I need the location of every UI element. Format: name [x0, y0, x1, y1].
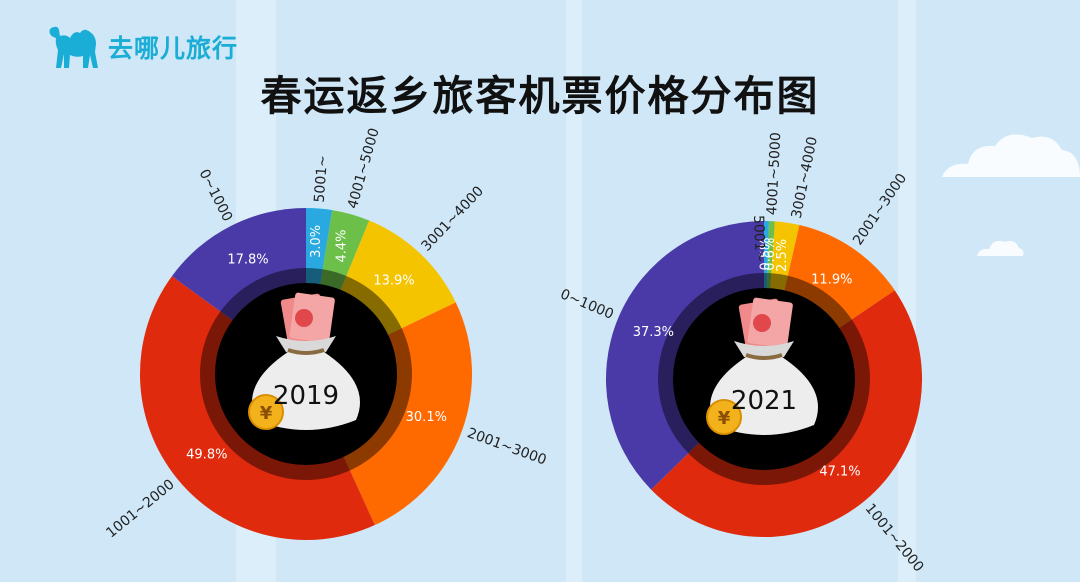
brand-name: 去哪儿旅行 — [108, 34, 239, 63]
cloud-icon — [977, 240, 1024, 256]
category-label: 4001~5000 — [345, 126, 383, 210]
category-label: 4001~5000 — [764, 132, 784, 216]
donut-chart-2021: ¥2021 0.5%0.6%2.5% 11.9% 47.1% 37.3% 5001~400… — [558, 132, 927, 575]
category-label: 5001~ — [312, 155, 332, 203]
chart-title: 春运返乡旅客机票价格分布图 — [260, 72, 820, 120]
banknote-icon — [280, 292, 335, 345]
value-label: 17.8% — [227, 252, 268, 267]
svg-text:¥: ¥ — [260, 403, 273, 424]
category-label: 2001~3000 — [465, 425, 548, 468]
yuan-coin-icon: ¥ — [248, 394, 284, 430]
year-label: 2019 — [273, 381, 339, 411]
value-label: 37.3% — [633, 325, 674, 340]
background-stripe — [566, 0, 582, 582]
value-label: 49.8% — [186, 447, 227, 462]
year-label: 2021 — [731, 386, 797, 416]
banknote-icon — [738, 297, 793, 350]
category-label: 3001~4000 — [789, 135, 821, 220]
category-label: 3001~4000 — [418, 183, 487, 254]
category-label: 0~1000 — [558, 286, 616, 323]
cloud-icon — [942, 134, 1080, 177]
value-label: 47.1% — [819, 464, 860, 479]
camel-icon — [49, 26, 98, 68]
value-label: 4.4% — [335, 229, 350, 262]
value-label: 11.9% — [811, 273, 852, 288]
value-label: 13.9% — [373, 274, 414, 289]
category-label: 1001~2000 — [862, 501, 927, 575]
yuan-coin-icon: ¥ — [706, 399, 742, 435]
value-label: 2.5% — [775, 239, 790, 272]
donut-chart-2019: ¥2019 3.0% 4.4% 13.9% 30.1% 49.8% 17.8% 5001~ 40… — [103, 126, 548, 541]
value-label: 3.0% — [309, 225, 324, 258]
brand-logo: 去哪儿旅行 — [46, 24, 238, 70]
category-label: 1001~2000 — [103, 477, 177, 542]
value-label: 30.1% — [406, 410, 447, 425]
value-label: 0.5% — [759, 237, 774, 270]
category-label: 0~1000 — [196, 167, 236, 224]
value-label: 0.6% — [763, 238, 778, 271]
svg-text:¥: ¥ — [718, 408, 731, 429]
category-label: 5001~ — [750, 215, 768, 263]
category-label: 2001~3000 — [850, 171, 910, 249]
